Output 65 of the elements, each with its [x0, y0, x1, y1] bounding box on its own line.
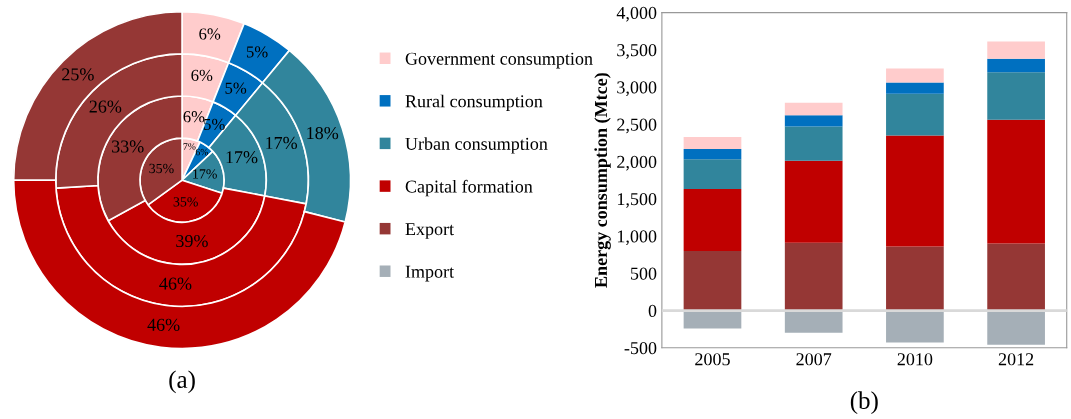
- bar: [987, 72, 1045, 120]
- x-tick-label: 2012: [998, 353, 1034, 366]
- data-label: 5%: [225, 82, 247, 94]
- bar: [886, 82, 944, 94]
- bar: [886, 135, 944, 247]
- y-tick-label: 0: [648, 304, 657, 317]
- y-axis-title: Energy consumption (Mtce): [594, 73, 611, 288]
- bar: [987, 310, 1045, 345]
- bar: [784, 115, 843, 127]
- legend-label: Export: [405, 223, 454, 239]
- y-tick-label: 2,500: [617, 118, 657, 134]
- bar: [987, 58, 1045, 73]
- legend-label: Rural consumption: [405, 94, 543, 112]
- legend-label: Import: [405, 265, 454, 282]
- data-label: 17%: [266, 136, 298, 150]
- data-label: 39%: [176, 234, 208, 248]
- bar: [784, 310, 843, 333]
- bar: [886, 310, 944, 343]
- x-tick-label: 2005: [695, 353, 730, 366]
- data-label: 6%: [191, 69, 213, 81]
- data-label: 46%: [147, 318, 180, 331]
- bar: [784, 242, 843, 311]
- y-tick-label: 2,000: [617, 155, 657, 171]
- legend-label: Government consumption: [405, 52, 593, 69]
- data-label: 17%: [226, 151, 258, 164]
- x-tick-label: 2010: [897, 353, 933, 366]
- bar: [683, 189, 742, 251]
- data-label: 46%: [159, 277, 192, 290]
- data-label: 25%: [62, 68, 94, 81]
- bar: [683, 136, 742, 149]
- bar: [784, 160, 843, 243]
- legend-label: Urban consumption: [405, 137, 548, 154]
- data-label: 35%: [173, 197, 198, 207]
- data-label: 6%: [183, 111, 205, 123]
- data-label: 17%: [193, 169, 217, 179]
- bar: [987, 119, 1045, 244]
- bar: [987, 243, 1045, 311]
- bar: [784, 126, 843, 161]
- bar: [683, 148, 742, 160]
- text: (b): [850, 391, 878, 415]
- data-label: 6%: [199, 28, 221, 40]
- y-tick-label: 3,500: [617, 44, 657, 59]
- data-label: 5%: [246, 46, 268, 58]
- x-tick-label: 2007: [796, 353, 832, 366]
- y-tick-label: 1,000: [617, 230, 657, 246]
- text: (a): [169, 370, 195, 394]
- bar: [886, 246, 944, 311]
- y-tick-label: 500: [630, 267, 657, 280]
- data-label: 26%: [89, 100, 122, 113]
- bar: [683, 159, 742, 190]
- y-tick-label: 3,000: [617, 81, 657, 97]
- bar: [886, 93, 944, 136]
- bar: [987, 41, 1045, 59]
- y-tick-label: 4,000: [616, 6, 657, 22]
- data-label: 5%: [204, 118, 225, 131]
- bar: [886, 68, 944, 83]
- y-tick-label: 1,500: [617, 193, 657, 208]
- data-label: 7%: [183, 143, 196, 150]
- data-label: 35%: [149, 163, 174, 174]
- bar: [683, 250, 742, 311]
- data-label: 33%: [112, 140, 144, 153]
- bar: [784, 102, 843, 116]
- data-label: 18%: [307, 126, 339, 140]
- y-tick-label: -500: [624, 342, 657, 355]
- legend-label: Capital formation: [405, 179, 533, 197]
